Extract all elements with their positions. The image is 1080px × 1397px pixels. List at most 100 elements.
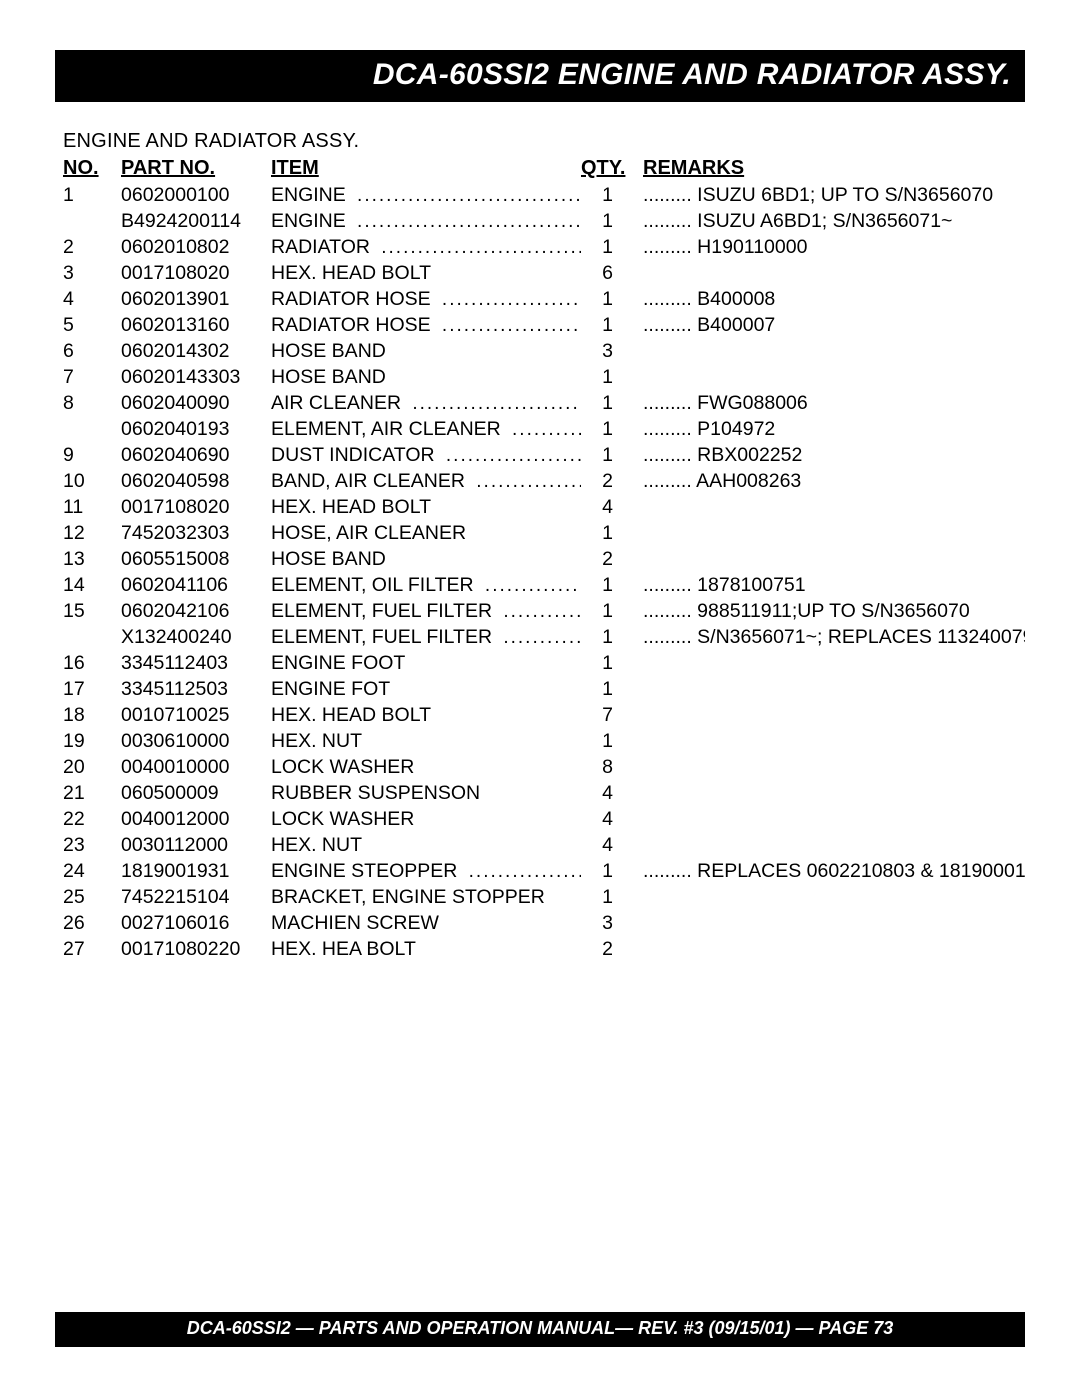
cell-part: B4924200114 — [121, 208, 271, 234]
cell-part: 0602040598 — [121, 468, 271, 494]
cell-qty: 1 — [581, 676, 643, 702]
cell-item: RUBBER SUSPENSON — [271, 780, 581, 806]
cell-no: 21 — [63, 780, 121, 806]
parts-table-body: 10602000100ENGINE1......... ISUZU 6BD1; … — [63, 182, 1025, 962]
cell-part: 0030610000 — [121, 728, 271, 754]
cell-item: ENGINE — [271, 208, 581, 234]
cell-part: 0602042106 — [121, 598, 271, 624]
cell-part: 0602041106 — [121, 572, 271, 598]
cell-item: HEX. HEAD BOLT — [271, 494, 581, 520]
col-no-header: NO. — [63, 155, 121, 182]
cell-part: 0010710025 — [121, 702, 271, 728]
cell-part: 06020143303 — [121, 364, 271, 390]
cell-qty: 1 — [581, 858, 643, 884]
table-row: 2700171080220HEX. HEA BOLT2 — [63, 936, 1025, 962]
cell-qty: 1 — [581, 312, 643, 338]
cell-remarks — [643, 806, 1025, 832]
table-row: 230030112000HEX. NUT4 — [63, 832, 1025, 858]
cell-qty: 1 — [581, 208, 643, 234]
cell-remarks — [643, 650, 1025, 676]
cell-no: 2 — [63, 234, 121, 260]
cell-no — [63, 208, 121, 234]
cell-item: ENGINE FOOT — [271, 650, 581, 676]
cell-no: 15 — [63, 598, 121, 624]
cell-qty: 1 — [581, 286, 643, 312]
cell-part: 0027106016 — [121, 910, 271, 936]
table-row: 20602010802RADIATOR1......... H190110000 — [63, 234, 1025, 260]
cell-item: HEX. HEAD BOLT — [271, 702, 581, 728]
table-row: 100602040598BAND, AIR CLEANER2......... … — [63, 468, 1025, 494]
cell-remarks — [643, 338, 1025, 364]
cell-no: 9 — [63, 442, 121, 468]
cell-remarks: ......... ISUZU A6BD1; S/N3656071~ — [643, 208, 1025, 234]
cell-qty: 7 — [581, 702, 643, 728]
cell-item: BAND, AIR CLEANER — [271, 468, 581, 494]
cell-remarks: ......... ISUZU 6BD1; UP TO S/N3656070 — [643, 182, 1025, 208]
cell-no: 27 — [63, 936, 121, 962]
cell-item: ELEMENT, FUEL FILTER — [271, 624, 581, 650]
table-row: 140602041106ELEMENT, OIL FILTER1........… — [63, 572, 1025, 598]
cell-qty: 1 — [581, 442, 643, 468]
table-row: 190030610000HEX. NUT1 — [63, 728, 1025, 754]
cell-item: HEX. NUT — [271, 728, 581, 754]
cell-part: 1819001931 — [121, 858, 271, 884]
cell-qty: 2 — [581, 468, 643, 494]
cell-remarks: ......... 988511911;UP TO S/N3656070 — [643, 598, 1025, 624]
cell-no: 12 — [63, 520, 121, 546]
cell-item: RADIATOR HOSE — [271, 286, 581, 312]
cell-remarks — [643, 780, 1025, 806]
cell-no: 25 — [63, 884, 121, 910]
cell-part: 0602014302 — [121, 338, 271, 364]
table-row: 40602013901RADIATOR HOSE1......... B4000… — [63, 286, 1025, 312]
page-title-bar: DCA-60SSI2 ENGINE AND RADIATOR ASSY. — [55, 50, 1025, 102]
cell-remarks — [643, 546, 1025, 572]
table-row: 241819001931ENGINE STEOPPER1......... RE… — [63, 858, 1025, 884]
cell-item: RADIATOR HOSE — [271, 312, 581, 338]
table-row: 21060500009RUBBER SUSPENSON4 — [63, 780, 1025, 806]
cell-qty: 4 — [581, 806, 643, 832]
cell-qty: 4 — [581, 494, 643, 520]
cell-qty: 1 — [581, 572, 643, 598]
cell-part: 0602040690 — [121, 442, 271, 468]
cell-qty: 1 — [581, 650, 643, 676]
cell-part: 0030112000 — [121, 832, 271, 858]
cell-qty: 4 — [581, 780, 643, 806]
cell-item: ELEMENT, AIR CLEANER — [271, 416, 581, 442]
cell-no: 10 — [63, 468, 121, 494]
cell-item: HEX. HEA BOLT — [271, 936, 581, 962]
cell-item: DUST INDICATOR — [271, 442, 581, 468]
section-subtitle: ENGINE AND RADIATOR ASSY. — [55, 130, 1025, 153]
cell-qty: 2 — [581, 936, 643, 962]
cell-no: 4 — [63, 286, 121, 312]
cell-qty: 1 — [581, 884, 643, 910]
cell-part: 0040012000 — [121, 806, 271, 832]
cell-no: 20 — [63, 754, 121, 780]
cell-no: 17 — [63, 676, 121, 702]
table-row: 127452032303HOSE, AIR CLEANER1 — [63, 520, 1025, 546]
cell-qty: 4 — [581, 832, 643, 858]
cell-remarks: ......... P104972 — [643, 416, 1025, 442]
cell-no: 1 — [63, 182, 121, 208]
cell-item: ENGINE — [271, 182, 581, 208]
cell-qty: 1 — [581, 416, 643, 442]
table-header-row: NO. PART NO. ITEM QTY. REMARKS — [63, 155, 1025, 182]
cell-part: 0017108020 — [121, 260, 271, 286]
cell-part: 0602013901 — [121, 286, 271, 312]
cell-part: 7452215104 — [121, 884, 271, 910]
cell-no: 14 — [63, 572, 121, 598]
cell-no: 6 — [63, 338, 121, 364]
table-row: 110017108020HEX. HEAD BOLT4 — [63, 494, 1025, 520]
cell-qty: 2 — [581, 546, 643, 572]
cell-item: HOSE BAND — [271, 338, 581, 364]
col-remarks-header: REMARKS — [643, 155, 1025, 182]
cell-item: ENGINE STEOPPER — [271, 858, 581, 884]
cell-item: AIR CLEANER — [271, 390, 581, 416]
cell-remarks — [643, 728, 1025, 754]
cell-remarks: ......... RBX002252 — [643, 442, 1025, 468]
table-row: 173345112503ENGINE FOT1 — [63, 676, 1025, 702]
table-row: X132400240ELEMENT, FUEL FILTER1.........… — [63, 624, 1025, 650]
table-row: 150602042106ELEMENT, FUEL FILTER1.......… — [63, 598, 1025, 624]
cell-part: 0602000100 — [121, 182, 271, 208]
cell-item: BRACKET, ENGINE STOPPER — [271, 884, 581, 910]
cell-remarks — [643, 520, 1025, 546]
